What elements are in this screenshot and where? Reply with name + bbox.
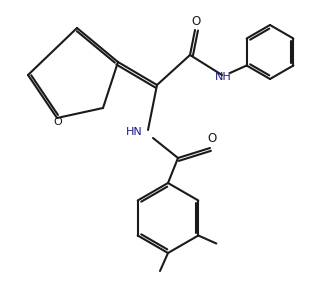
Text: NH: NH xyxy=(215,72,231,82)
Text: O: O xyxy=(191,15,201,28)
Text: HN: HN xyxy=(126,127,142,137)
Text: O: O xyxy=(207,132,217,145)
Text: O: O xyxy=(54,117,62,127)
